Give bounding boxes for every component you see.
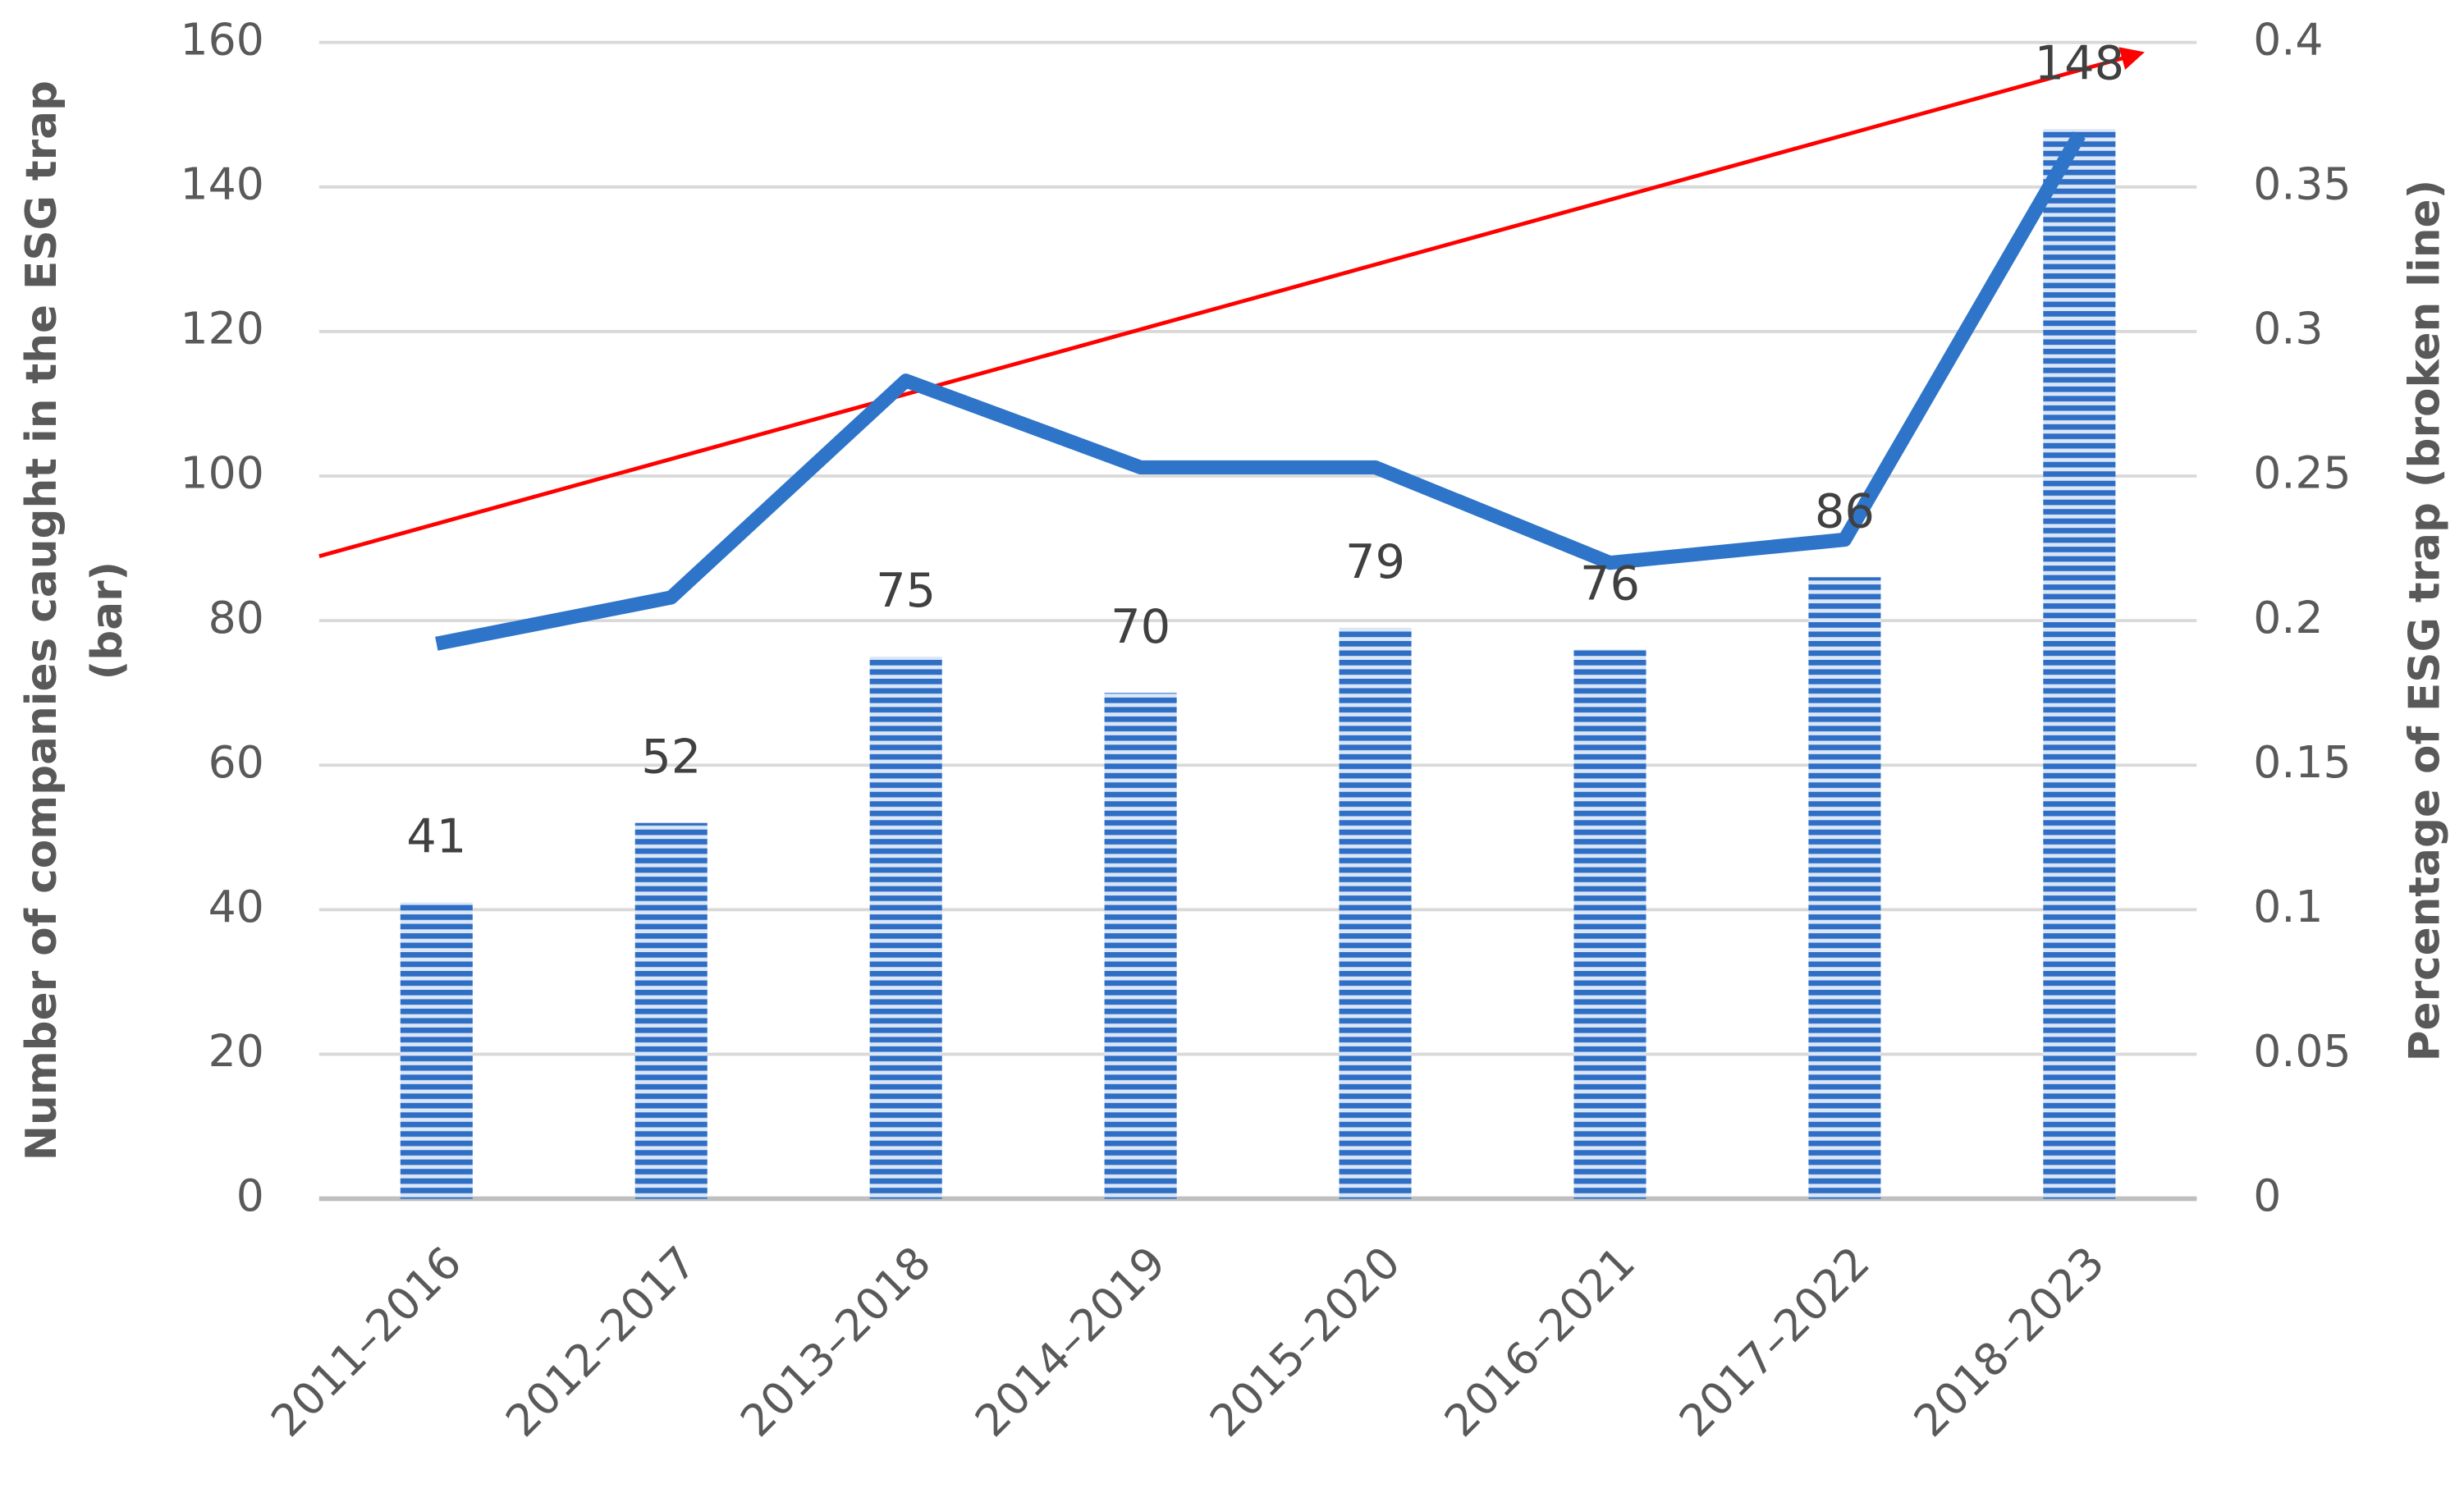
- y2-tick-label: 0: [2253, 1170, 2281, 1221]
- bar: [400, 902, 473, 1199]
- y2-tick-label: 0.1: [2253, 881, 2323, 932]
- y2-tick-label: 0.25: [2253, 447, 2351, 499]
- bar: [1808, 577, 1881, 1199]
- y2-tick-label: 0.05: [2253, 1025, 2351, 1077]
- y-tick-label: 0: [236, 1170, 264, 1221]
- y-tick-label: 20: [208, 1025, 264, 1077]
- x-tick-label: 2014–2019: [965, 1236, 1175, 1446]
- y-tick-label: 60: [208, 736, 264, 788]
- bar: [1339, 627, 1412, 1199]
- y2-tick-label: 0.15: [2253, 736, 2351, 788]
- x-tick-label: 2016–2021: [1435, 1236, 1645, 1446]
- y-axis-label: (bar): [83, 561, 132, 680]
- bar: [2043, 129, 2116, 1199]
- x-tick-label: 2015–2020: [1200, 1236, 1410, 1446]
- bar: [1104, 693, 1177, 1199]
- y2-axis-label: Percentage of ESG trap (broken line): [2401, 180, 2450, 1062]
- y2-tick-label: 0.35: [2253, 158, 2351, 209]
- y-tick-label: 140: [181, 158, 264, 209]
- bar: [869, 657, 942, 1199]
- y2-tick-label: 0.2: [2253, 592, 2323, 643]
- data-label: 86: [1815, 483, 1875, 538]
- y-tick-label: 120: [181, 303, 264, 355]
- y2-tick-label: 0.4: [2253, 13, 2323, 65]
- y-axis-label: Number of companies caught in the ESG tr…: [17, 80, 66, 1161]
- y-tick-label: 40: [208, 881, 264, 932]
- data-label: 41: [406, 809, 466, 864]
- x-tick-label: 2018–2023: [1904, 1236, 2114, 1446]
- y2-tick-label: 0.3: [2253, 303, 2323, 355]
- trend-arrow: [318, 47, 2145, 558]
- data-label: 52: [641, 730, 701, 785]
- x-tick-label: 2013–2018: [730, 1236, 941, 1446]
- data-label: 76: [1580, 556, 1640, 611]
- y-tick-label: 160: [181, 13, 264, 65]
- y-tick-label: 80: [208, 592, 264, 643]
- data-label: 75: [876, 563, 936, 618]
- bar: [634, 822, 708, 1199]
- x-tick-label: 2017–2022: [1669, 1236, 1880, 1446]
- data-label: 148: [2035, 35, 2125, 90]
- y-tick-label: 100: [181, 447, 264, 499]
- bar: [1573, 649, 1646, 1199]
- line: [435, 131, 2086, 651]
- data-label: 70: [1111, 599, 1170, 654]
- data-label: 79: [1345, 534, 1405, 589]
- x-tick-label: 2011–2016: [261, 1236, 471, 1446]
- x-tick-label: 2012–2017: [496, 1236, 706, 1446]
